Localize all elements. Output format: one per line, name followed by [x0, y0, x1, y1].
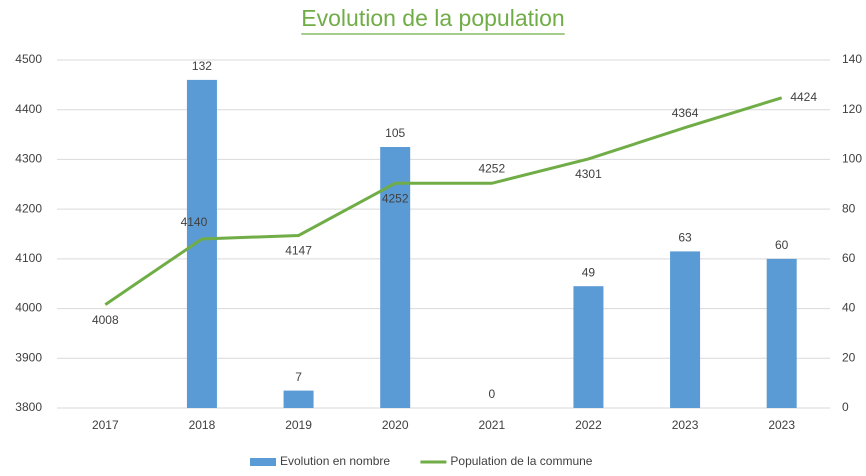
x-tick-label: 2022 [575, 418, 602, 432]
y-tick-label: 4300 [15, 152, 42, 166]
line-value-label: 4140 [181, 215, 208, 229]
bar [283, 390, 314, 408]
y-tick-label: 4000 [15, 301, 42, 315]
y2-tick-label: 100 [842, 152, 862, 166]
x-tick-label: 2017 [92, 418, 119, 432]
x-tick-label: 2021 [478, 418, 505, 432]
line-value-label: 4252 [478, 161, 505, 175]
y-tick-label: 3900 [15, 350, 42, 364]
y2-tick-label: 140 [842, 52, 862, 66]
y-tick-label: 4400 [15, 102, 42, 116]
bar [186, 79, 217, 408]
bar-value-label: 49 [582, 265, 596, 279]
legend-label: Evolution en nombre [280, 454, 390, 468]
x-tick-label: 2019 [285, 418, 312, 432]
bar-value-label: 7 [295, 370, 302, 384]
bar [380, 147, 411, 408]
bar-value-label: 0 [488, 387, 495, 401]
y2-tick-label: 0 [842, 400, 849, 414]
x-tick-label: 2023 [768, 418, 795, 432]
bar [766, 258, 797, 408]
legend-label: Population de la commune [450, 454, 592, 468]
y2-tick-label: 80 [842, 201, 856, 215]
bar-value-label: 132 [192, 59, 212, 73]
chart-title: Evolution de la population [301, 5, 564, 31]
line-value-label: 4147 [285, 244, 312, 258]
y-tick-label: 4200 [15, 201, 42, 215]
bar [573, 286, 604, 408]
bar-value-label: 63 [678, 231, 692, 245]
y-tick-label: 3800 [15, 400, 42, 414]
bar-value-label: 105 [385, 126, 405, 140]
line [104, 96, 783, 306]
line-value-label: 4252 [382, 191, 409, 205]
y2-tick-label: 40 [842, 301, 856, 315]
bar [670, 251, 701, 408]
y-tick-label: 4100 [15, 251, 42, 265]
y2-tick-label: 120 [842, 102, 862, 116]
x-tick-label: 2018 [189, 418, 216, 432]
line-value-label: 4424 [790, 90, 817, 104]
line-value-label: 4008 [92, 313, 119, 327]
line-value-label: 4301 [575, 167, 602, 181]
x-tick-label: 2023 [672, 418, 699, 432]
y2-tick-label: 60 [842, 251, 856, 265]
bar-value-label: 60 [775, 238, 789, 252]
y-tick-label: 4500 [15, 52, 42, 66]
y2-tick-label: 20 [842, 350, 856, 364]
line-value-label: 4364 [672, 106, 699, 120]
legend-swatch [250, 458, 276, 466]
x-tick-label: 2020 [382, 418, 409, 432]
